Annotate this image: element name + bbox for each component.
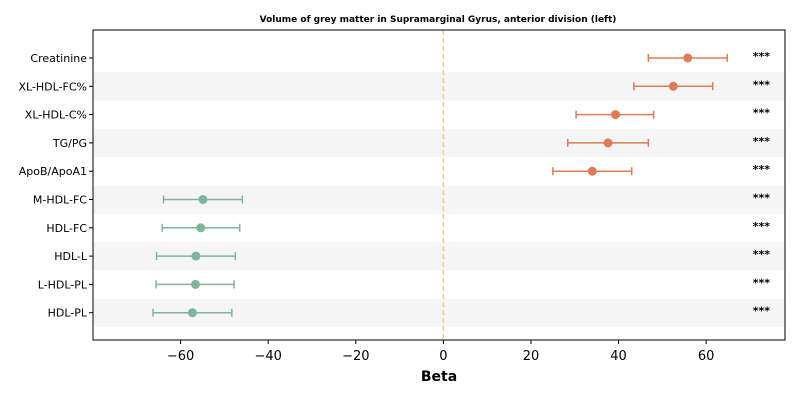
y-axis-labels: Creatinine XL-HDL-FC% XL-HDL-C% TG/PG ApoB/A… — [18, 52, 93, 320]
y-tick-label: XL-HDL-FC% — [18, 80, 87, 93]
y-tick-label: HDL-PL — [48, 307, 88, 320]
y-tick-label: Creatinine — [30, 52, 87, 65]
y-tick-label: XL-HDL-C% — [25, 109, 87, 122]
x-tick-label: −60 — [167, 349, 194, 364]
row-band — [93, 128, 785, 158]
significance-label: *** — [753, 192, 771, 205]
significance-label: *** — [753, 248, 771, 261]
plot-frame — [92, 29, 786, 341]
estimate-point — [196, 223, 206, 233]
x-tick-label: −40 — [254, 349, 281, 364]
estimate-point — [611, 110, 621, 120]
significance-label: *** — [753, 50, 771, 63]
data-marks — [152, 53, 728, 318]
x-axis: −60 −40 −20 0 20 40 60 — [167, 340, 715, 364]
significance-label: *** — [753, 163, 771, 176]
significance-label: *** — [753, 135, 771, 148]
estimate-point — [587, 166, 597, 176]
x-tick-label: 20 — [523, 349, 540, 364]
x-tick-label: 0 — [439, 349, 447, 364]
significance-label: *** — [753, 78, 771, 91]
significance-label: *** — [753, 220, 771, 233]
estimate-point — [603, 138, 613, 148]
y-tick-label: TG/PG — [52, 137, 87, 150]
significance-label: *** — [753, 107, 771, 120]
significance-label: *** — [753, 276, 771, 289]
estimate-point — [191, 251, 201, 261]
y-tick-label: M-HDL-FC — [33, 194, 87, 207]
y-tick-label: HDL-L — [54, 250, 88, 263]
y-tick-label: ApoB/ApoA1 — [19, 165, 87, 178]
y-tick-label: HDL-FC — [46, 222, 87, 235]
estimate-point — [190, 279, 200, 289]
x-tick-label: 60 — [698, 349, 715, 364]
estimate-point — [187, 308, 197, 318]
estimate-point — [683, 53, 693, 63]
x-axis-label: Beta — [421, 369, 457, 385]
x-tick-label: −20 — [342, 349, 369, 364]
chart-title: Volume of grey matter in Supramarginal G… — [260, 15, 617, 25]
x-tick-label: 40 — [610, 349, 627, 364]
y-tick-label: L-HDL-PL — [38, 278, 88, 291]
estimate-point — [198, 195, 208, 204]
significance-labels: *** *** *** *** *** *** *** *** *** *** — [753, 50, 771, 318]
estimate-point — [668, 81, 678, 91]
significance-label: *** — [753, 305, 771, 318]
